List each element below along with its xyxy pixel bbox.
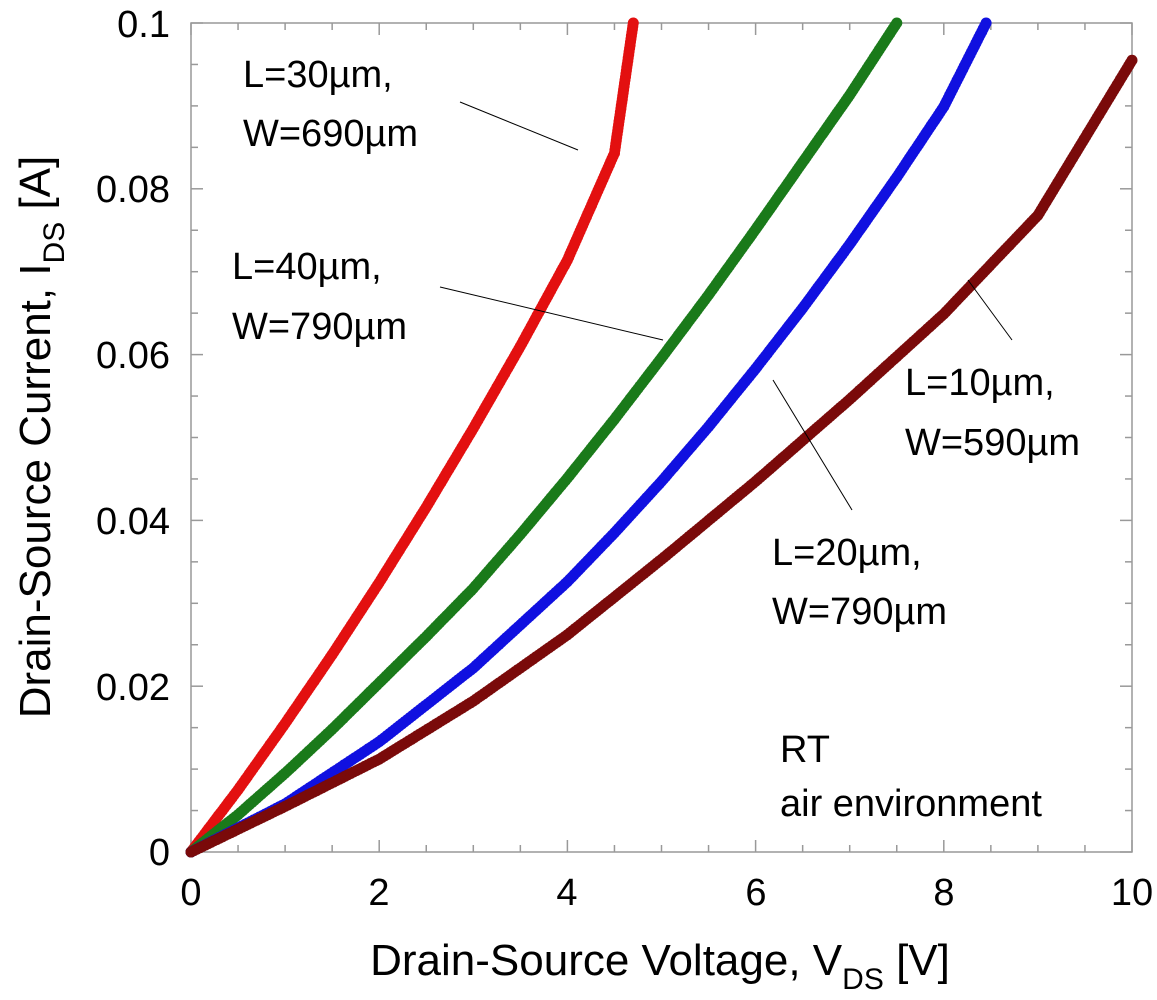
annotation-line: W=590µm <box>905 422 1080 464</box>
annotation-line: W=790µm <box>772 591 947 633</box>
y-tick-label: 0.1 <box>117 4 170 46</box>
conditions-note: RT air environment <box>780 729 1042 825</box>
series-1 <box>185 17 903 858</box>
annotation-line: W=690µm <box>243 113 418 155</box>
y-tick-label: 0.02 <box>96 667 170 709</box>
y-tick-label: 0.04 <box>96 501 170 543</box>
axis-ticks <box>190 22 1133 853</box>
x-tick-label: 6 <box>745 872 766 914</box>
annotation-l40: L=40µm, W=790µm <box>232 246 407 348</box>
annotation-line: L=10µm, <box>905 362 1055 404</box>
annotation-line: L=30µm, <box>243 54 393 96</box>
y-axis-title: Drain-Source Current, IDS [A] <box>11 156 71 719</box>
data-point <box>1126 54 1138 66</box>
x-tick-label: 4 <box>556 872 577 914</box>
y-tick-label: 0.06 <box>96 335 170 377</box>
x-tick-labels: 0 2 4 6 8 10 <box>180 872 1153 914</box>
y-tick-labels: 0 0.02 0.04 0.06 0.08 0.1 <box>96 4 170 874</box>
annotation-l10: L=10µm, W=590µm <box>905 362 1080 464</box>
y-tick-label: 0 <box>149 832 170 874</box>
condition-text: RT <box>780 729 830 771</box>
series-0 <box>185 17 639 858</box>
x-tick-label: 2 <box>368 872 389 914</box>
annotation-l20: L=20µm, W=790µm <box>772 532 947 633</box>
x-tick-label: 8 <box>933 872 954 914</box>
data-point <box>891 17 903 29</box>
series-3 <box>185 54 1138 858</box>
data-point <box>627 17 639 29</box>
leader-l10 <box>967 279 1013 341</box>
x-tick-label: 10 <box>1111 872 1153 914</box>
annotation-line: L=40µm, <box>232 246 382 288</box>
annotation-leaders <box>439 101 1013 511</box>
x-axis-title: Drain-Source Voltage, VDS [V] <box>370 936 950 996</box>
leader-l40 <box>439 286 664 341</box>
y-tick-label: 0.08 <box>96 169 170 211</box>
leader-l30 <box>459 101 579 151</box>
leader-l20 <box>772 379 853 511</box>
annotation-line: W=790µm <box>232 306 407 348</box>
annotation-l30: L=30µm, W=690µm <box>243 54 418 155</box>
annotation-line: L=20µm, <box>772 532 922 574</box>
condition-text: air environment <box>780 783 1042 825</box>
x-tick-label: 0 <box>180 872 201 914</box>
data-point <box>980 17 992 29</box>
data-series <box>185 17 1138 858</box>
